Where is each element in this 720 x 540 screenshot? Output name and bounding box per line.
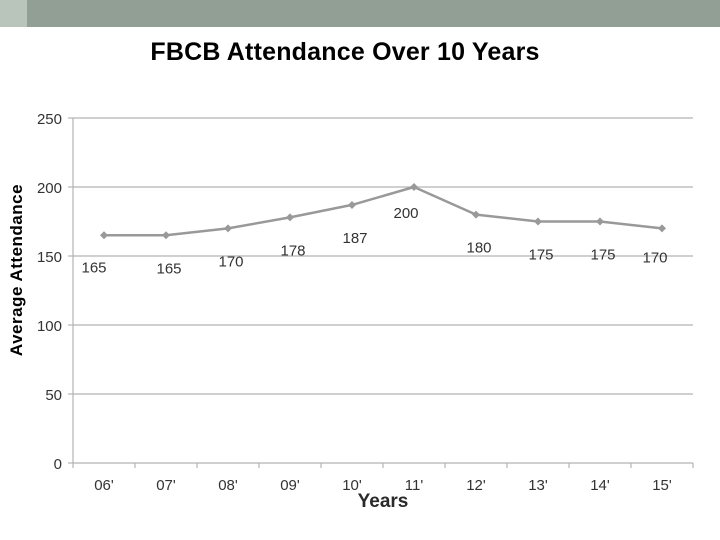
data-label: 175 bbox=[528, 247, 553, 264]
data-label: 170 bbox=[218, 253, 243, 270]
data-label: 175 bbox=[590, 247, 615, 264]
y-tick-label: 200 bbox=[37, 180, 62, 197]
data-label: 180 bbox=[466, 240, 491, 257]
y-tick-label: 100 bbox=[37, 318, 62, 335]
y-tick-label: 0 bbox=[54, 456, 62, 473]
data-point bbox=[224, 224, 232, 233]
y-tick-label: 150 bbox=[37, 249, 62, 266]
data-label: 165 bbox=[81, 259, 106, 276]
data-point bbox=[472, 210, 480, 219]
data-point bbox=[596, 217, 604, 226]
y-tick-label: 250 bbox=[37, 111, 62, 128]
data-point bbox=[348, 200, 356, 209]
data-point bbox=[100, 231, 108, 240]
x-tick-label: 07' bbox=[156, 477, 176, 494]
data-point bbox=[658, 224, 666, 233]
data-point bbox=[162, 231, 170, 240]
x-axis-label: Years bbox=[357, 491, 409, 512]
data-label: 170 bbox=[642, 249, 667, 266]
data-label: 187 bbox=[342, 230, 367, 247]
series-line bbox=[104, 185, 663, 237]
x-tick-label: 08' bbox=[218, 477, 238, 494]
data-point bbox=[410, 183, 418, 191]
chart-title: FBCB Attendance Over 10 Years bbox=[150, 38, 540, 66]
x-tick-label: 14' bbox=[590, 477, 610, 494]
header-band bbox=[0, 0, 720, 27]
header-band-dark bbox=[27, 0, 720, 27]
x-tick-label: 11' bbox=[405, 477, 424, 494]
x-tick-label: 12' bbox=[466, 477, 486, 494]
x-tick-label: 10' bbox=[342, 477, 362, 494]
x-tick-label: 06' bbox=[94, 477, 114, 494]
x-tick-label: 15' bbox=[652, 477, 672, 494]
data-label: 178 bbox=[280, 242, 305, 259]
x-tick-label: 13' bbox=[528, 477, 548, 494]
data-point bbox=[534, 217, 542, 226]
y-tick-label: 50 bbox=[45, 387, 62, 404]
data-point bbox=[286, 213, 294, 222]
data-label: 165 bbox=[156, 260, 181, 277]
x-tick-label: 09' bbox=[280, 477, 300, 494]
data-label: 200 bbox=[393, 205, 418, 222]
